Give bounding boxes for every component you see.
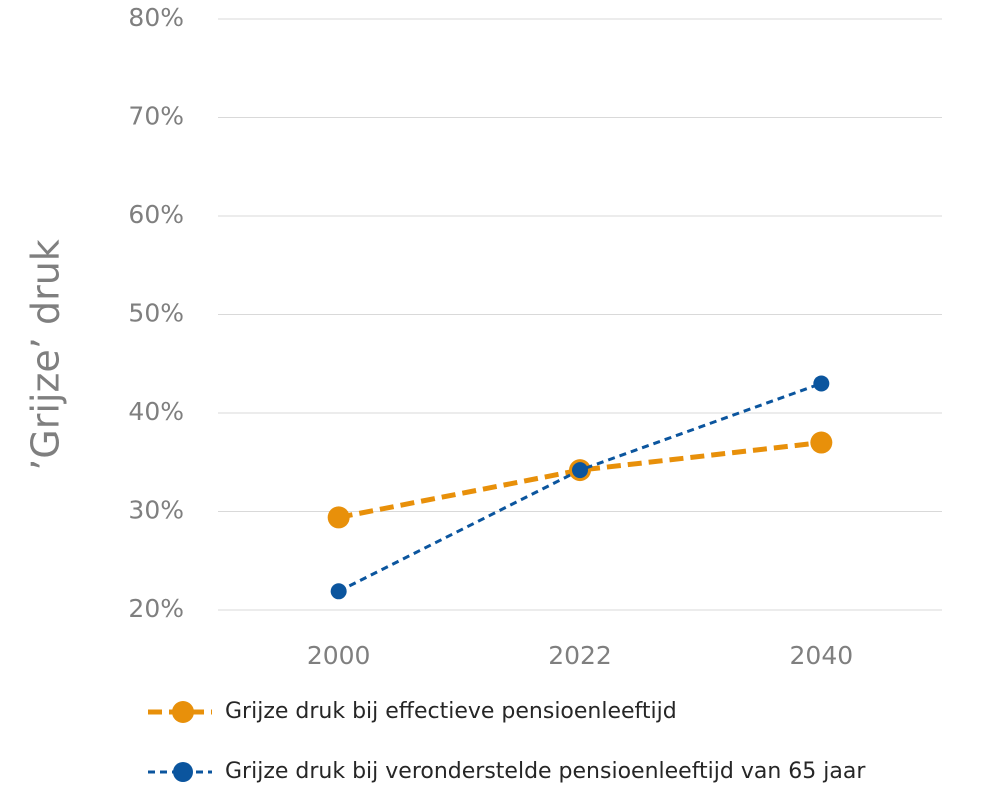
series-line <box>337 382 822 593</box>
marker <box>572 462 588 479</box>
y-tick-label: 30% <box>128 496 184 525</box>
legend-label: Grijze druk bij effectieve pensioenleeft… <box>225 699 677 724</box>
y-tick-label: 70% <box>128 102 184 131</box>
y-tick-label: 60% <box>128 200 184 229</box>
y-tick-label: 50% <box>128 299 184 328</box>
y-tick-label: 40% <box>128 397 184 426</box>
legend-marker <box>173 762 193 782</box>
legend-label: Grijze druk bij veronderstelde pensioenl… <box>225 759 866 784</box>
marker <box>327 506 350 529</box>
y-axis-label: ’Grijze’ druk <box>24 239 68 471</box>
x-tick-label: 2022 <box>548 641 612 670</box>
marker <box>330 583 347 600</box>
marker <box>810 431 833 454</box>
x-tick-label: 2040 <box>790 641 854 670</box>
y-tick-label: 20% <box>128 594 184 623</box>
y-tick-label: 80% <box>128 3 184 32</box>
x-tick-label: 2000 <box>307 641 371 670</box>
marker <box>813 375 830 392</box>
legend-marker <box>172 701 194 723</box>
series-line <box>338 440 822 520</box>
